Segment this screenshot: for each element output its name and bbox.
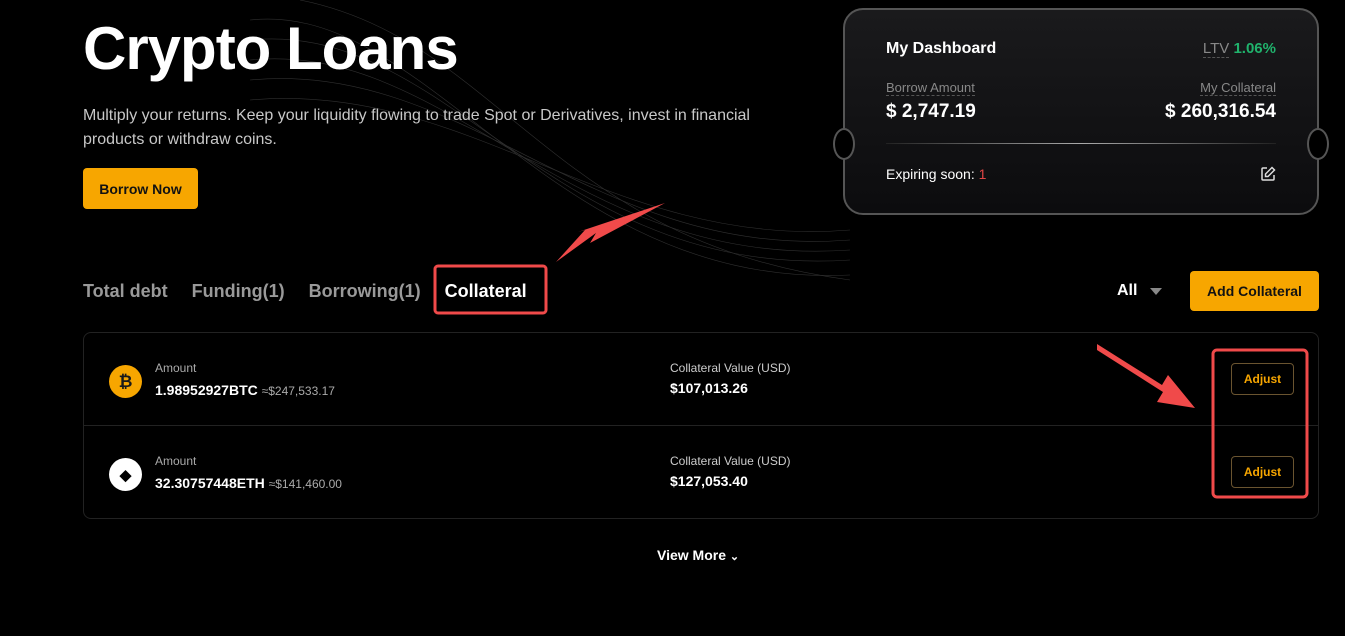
amount-usd: ≈$247,533.17 (261, 384, 335, 398)
loan-tabs: Total debt Funding(1) Borrowing(1) Colla… (83, 281, 527, 302)
borrow-amount-label[interactable]: Borrow Amount (886, 80, 975, 96)
list-item: ◆ Amount 32.30757448ETH ≈$141,460.00 Col… (84, 426, 1318, 519)
background-wave-decoration (250, 0, 850, 281)
edit-icon[interactable] (1260, 166, 1276, 182)
card-notch-left (833, 128, 855, 160)
my-collateral-value: $ 260,316.54 (1165, 101, 1276, 122)
tab-collateral[interactable]: Collateral (444, 281, 527, 301)
card-notch-right (1307, 128, 1329, 160)
ltv-indicator: LTV 1.06% (1202, 40, 1276, 58)
ltv-label[interactable]: LTV (1202, 40, 1230, 58)
expiring-label: Expiring soon: (886, 166, 975, 182)
adjust-button[interactable]: Adjust (1231, 456, 1294, 488)
tab-funding[interactable]: Funding(1) (191, 281, 285, 301)
list-item: ₿ Amount 1.98952927BTC ≈$247,533.17 Coll… (84, 333, 1318, 426)
amount-value: 32.30757448ETH ≈$141,460.00 (155, 475, 342, 491)
dashboard-title: My Dashboard (886, 40, 997, 57)
borrow-now-button[interactable]: Borrow Now (83, 168, 198, 209)
page-title: Crypto Loans (83, 15, 459, 82)
tab-borrowing[interactable]: Borrowing(1) (308, 281, 421, 301)
ltv-value: 1.06% (1233, 40, 1276, 57)
amount-value: 1.98952927BTC ≈$247,533.17 (155, 382, 335, 398)
my-dashboard-card: My Dashboard LTV 1.06% Borrow Amount $ 2… (833, 8, 1329, 215)
collateral-value-label: Collateral Value (USD) (670, 361, 791, 375)
amount: 1.98952927BTC (155, 382, 258, 398)
ethereum-icon: ◆ (109, 458, 142, 491)
tab-total-debt[interactable]: Total debt (83, 281, 168, 301)
chevron-down-icon: ⌄ (729, 551, 740, 563)
bitcoin-icon: ₿ (109, 365, 142, 398)
collateral-list: ₿ Amount 1.98952927BTC ≈$247,533.17 Coll… (83, 332, 1319, 519)
divider (886, 143, 1276, 144)
page-subtitle: Multiply your returns. Keep your liquidi… (83, 107, 750, 148)
expiring-soon: Expiring soon: 1 (886, 166, 986, 182)
view-more-label: View More (657, 547, 726, 563)
adjust-button[interactable]: Adjust (1231, 363, 1294, 395)
amount-label: Amount (155, 361, 197, 375)
add-collateral-button[interactable]: Add Collateral (1190, 271, 1319, 311)
borrow-amount-value: $ 2,747.19 (886, 101, 976, 122)
filter-dropdown[interactable]: All (1117, 282, 1138, 299)
amount-usd: ≈$141,460.00 (268, 477, 342, 491)
view-more-link[interactable]: View More ⌄ (657, 547, 739, 563)
expiring-count: 1 (978, 166, 987, 182)
amount-label: Amount (155, 454, 197, 468)
amount: 32.30757448ETH (155, 475, 265, 491)
collateral-value: $127,053.40 (670, 473, 748, 489)
collateral-value-label: Collateral Value (USD) (670, 454, 791, 468)
collateral-value: $107,013.26 (670, 380, 748, 396)
caret-down-icon[interactable] (1150, 288, 1162, 295)
my-collateral-label[interactable]: My Collateral (1200, 80, 1276, 96)
